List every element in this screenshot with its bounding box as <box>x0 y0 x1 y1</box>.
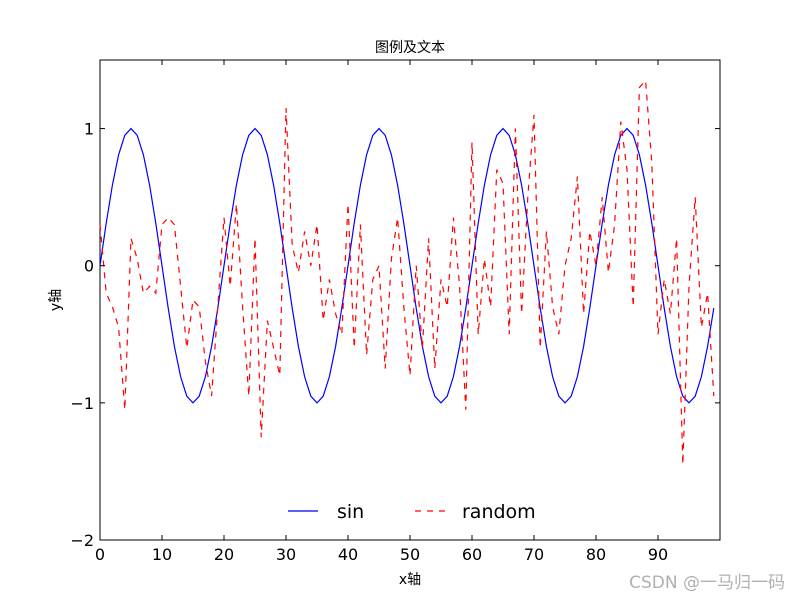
watermark: CSDN @一马归一码 <box>629 573 785 593</box>
legend-label-random: random <box>462 501 536 523</box>
legend: sin random <box>288 501 536 523</box>
y-tick-label: 0 <box>84 257 94 276</box>
x-tick-label: 80 <box>586 545 606 564</box>
axis-layer: 0 10 20 30 40 50 60 70 80 90 −2 −1 0 1 <box>70 60 720 564</box>
x-tick-label: 60 <box>462 545 482 564</box>
x-tick-label: 0 <box>95 545 105 564</box>
chart-title: 图例及文本 <box>375 40 445 56</box>
series-line-random <box>99 79 715 465</box>
x-axis-label: x轴 <box>399 572 421 588</box>
x-tick-label: 30 <box>276 545 296 564</box>
y-tick-label: −2 <box>70 531 94 550</box>
x-tick-label: 50 <box>400 545 420 564</box>
y-axis-label: y轴 <box>48 289 64 311</box>
series-layer <box>99 79 715 465</box>
legend-label-sin: sin <box>337 501 364 523</box>
y-tick-label: 1 <box>84 120 94 139</box>
y-tick-label: −1 <box>70 394 94 413</box>
x-tick-label: 10 <box>152 545 172 564</box>
x-tick-label: 70 <box>524 545 544 564</box>
x-tick-label: 20 <box>214 545 234 564</box>
x-tick-label: 90 <box>648 545 668 564</box>
x-tick-label: 40 <box>338 545 358 564</box>
series-line-sin <box>99 127 715 404</box>
